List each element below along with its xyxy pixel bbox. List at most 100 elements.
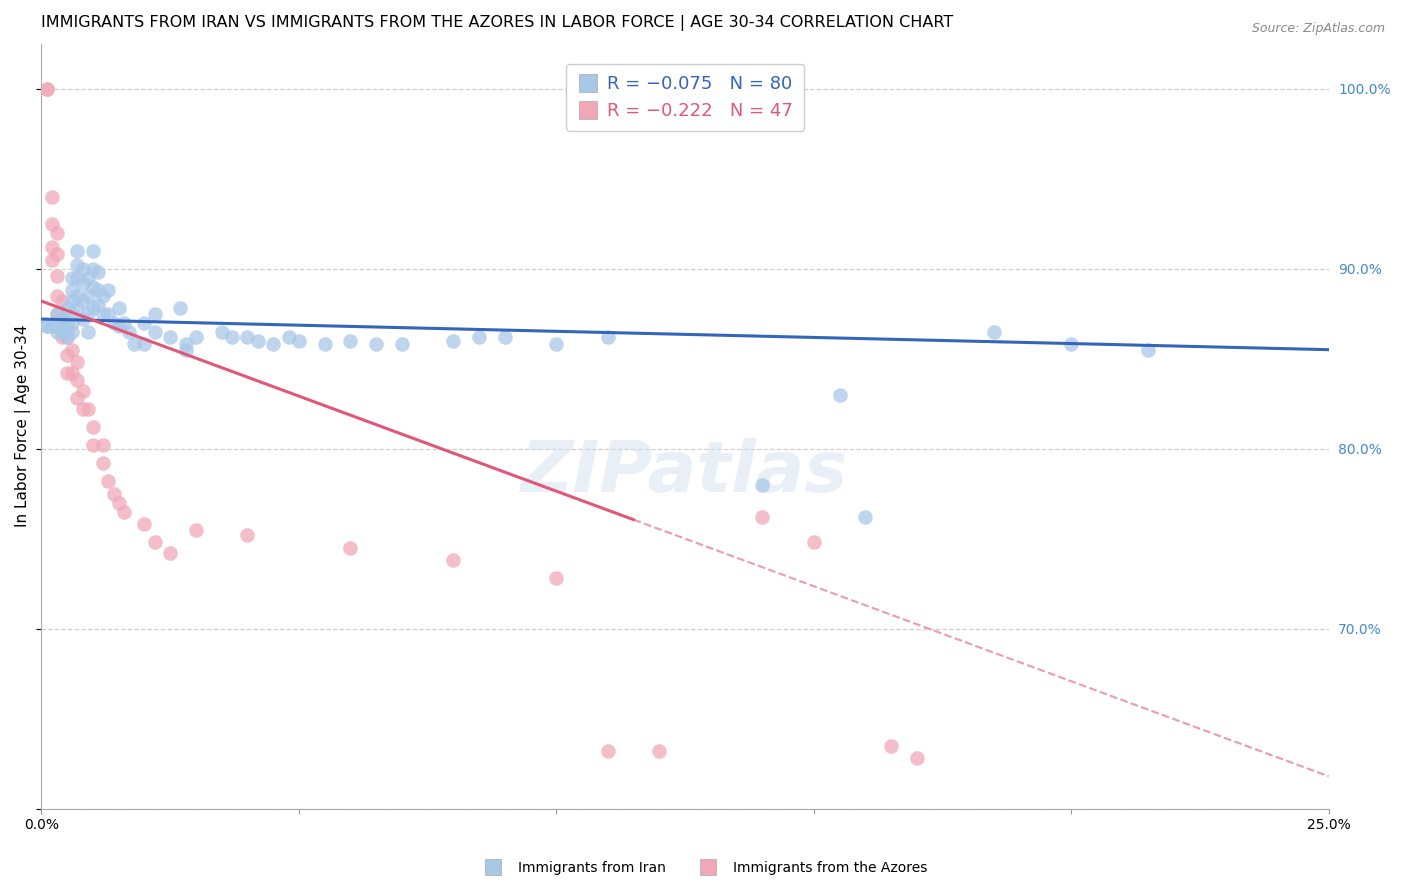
Point (66, 288, 89, 302)
Point (468, 330, 491, 344)
Point (103, 486, 125, 500)
Point (41, 319, 63, 334)
Point (236, 330, 259, 344)
Point (751, 477, 773, 491)
Point (45, 307, 67, 321)
Point (66, 301, 89, 316)
Text: Source: ZipAtlas.com: Source: ZipAtlas.com (1251, 22, 1385, 36)
Point (277, 330, 299, 344)
Point (91, 288, 114, 302)
Point (35, 81, 58, 95)
Point (35, 319, 58, 334)
Point (211, 325, 233, 339)
Point (66, 244, 89, 258)
Point (91, 307, 114, 321)
Point (262, 337, 284, 351)
Point (60, 343, 83, 357)
Point (45, 247, 67, 261)
Point (76, 325, 98, 339)
Point (56, 330, 79, 344)
Point (87, 298, 110, 312)
Point (97, 474, 120, 488)
Point (45, 268, 67, 283)
Point (596, 744, 619, 758)
Point (107, 496, 129, 510)
Point (82, 279, 104, 293)
Point (97, 283, 120, 297)
Point (51, 330, 73, 344)
Point (339, 541, 361, 555)
Point (87, 265, 110, 279)
Point (72, 312, 94, 326)
Point (60, 366, 83, 380)
Point (983, 325, 1005, 339)
Point (82, 244, 104, 258)
Point (596, 330, 619, 344)
Point (82, 420, 104, 434)
Point (51, 325, 73, 339)
Point (51, 319, 73, 334)
Point (246, 334, 269, 348)
Point (134, 337, 156, 351)
Point (41, 217, 63, 231)
Point (134, 316, 156, 330)
Point (648, 744, 671, 758)
Point (1137, 343, 1160, 357)
Point (60, 325, 83, 339)
Legend: R = −0.075   N = 80, R = −0.222   N = 47: R = −0.075 N = 80, R = −0.222 N = 47 (567, 64, 804, 131)
Point (76, 288, 98, 302)
Point (66, 355, 89, 369)
Text: ZIPatlas: ZIPatlas (522, 438, 849, 507)
Point (45, 226, 67, 240)
Point (122, 337, 145, 351)
Point (441, 553, 464, 567)
Point (828, 387, 851, 401)
Point (35, 319, 58, 334)
Point (143, 325, 166, 339)
Point (72, 261, 94, 276)
Point (221, 330, 243, 344)
Point (364, 337, 387, 351)
Point (184, 523, 207, 537)
Point (288, 334, 311, 348)
Point (82, 438, 104, 452)
Point (169, 301, 191, 316)
Point (41, 240, 63, 254)
Point (112, 505, 135, 519)
Point (60, 307, 83, 321)
Point (853, 510, 876, 524)
Point (72, 276, 94, 290)
Point (35, 81, 58, 95)
Point (60, 270, 83, 285)
Point (880, 739, 903, 753)
Point (905, 751, 928, 765)
Point (66, 258, 89, 272)
Point (82, 261, 104, 276)
Point (1060, 337, 1083, 351)
Point (76, 402, 98, 417)
Point (143, 535, 166, 549)
Point (159, 330, 181, 344)
Point (91, 438, 114, 452)
Point (56, 325, 79, 339)
Point (82, 301, 104, 316)
Point (184, 330, 207, 344)
Point (51, 312, 73, 326)
Text: IMMIGRANTS FROM IRAN VS IMMIGRANTS FROM THE AZORES IN LABOR FORCE | AGE 30-34 CO: IMMIGRANTS FROM IRAN VS IMMIGRANTS FROM … (41, 15, 953, 31)
Point (236, 528, 259, 542)
Point (97, 307, 120, 321)
Point (546, 337, 568, 351)
Point (51, 312, 73, 326)
Point (546, 571, 568, 585)
Point (174, 337, 197, 351)
Point (314, 337, 336, 351)
Point (751, 510, 773, 524)
Point (159, 546, 181, 560)
Point (66, 373, 89, 387)
Point (174, 343, 197, 357)
Point (107, 319, 129, 334)
Point (72, 384, 94, 398)
Point (103, 316, 125, 330)
Point (112, 316, 135, 330)
Point (91, 456, 114, 470)
